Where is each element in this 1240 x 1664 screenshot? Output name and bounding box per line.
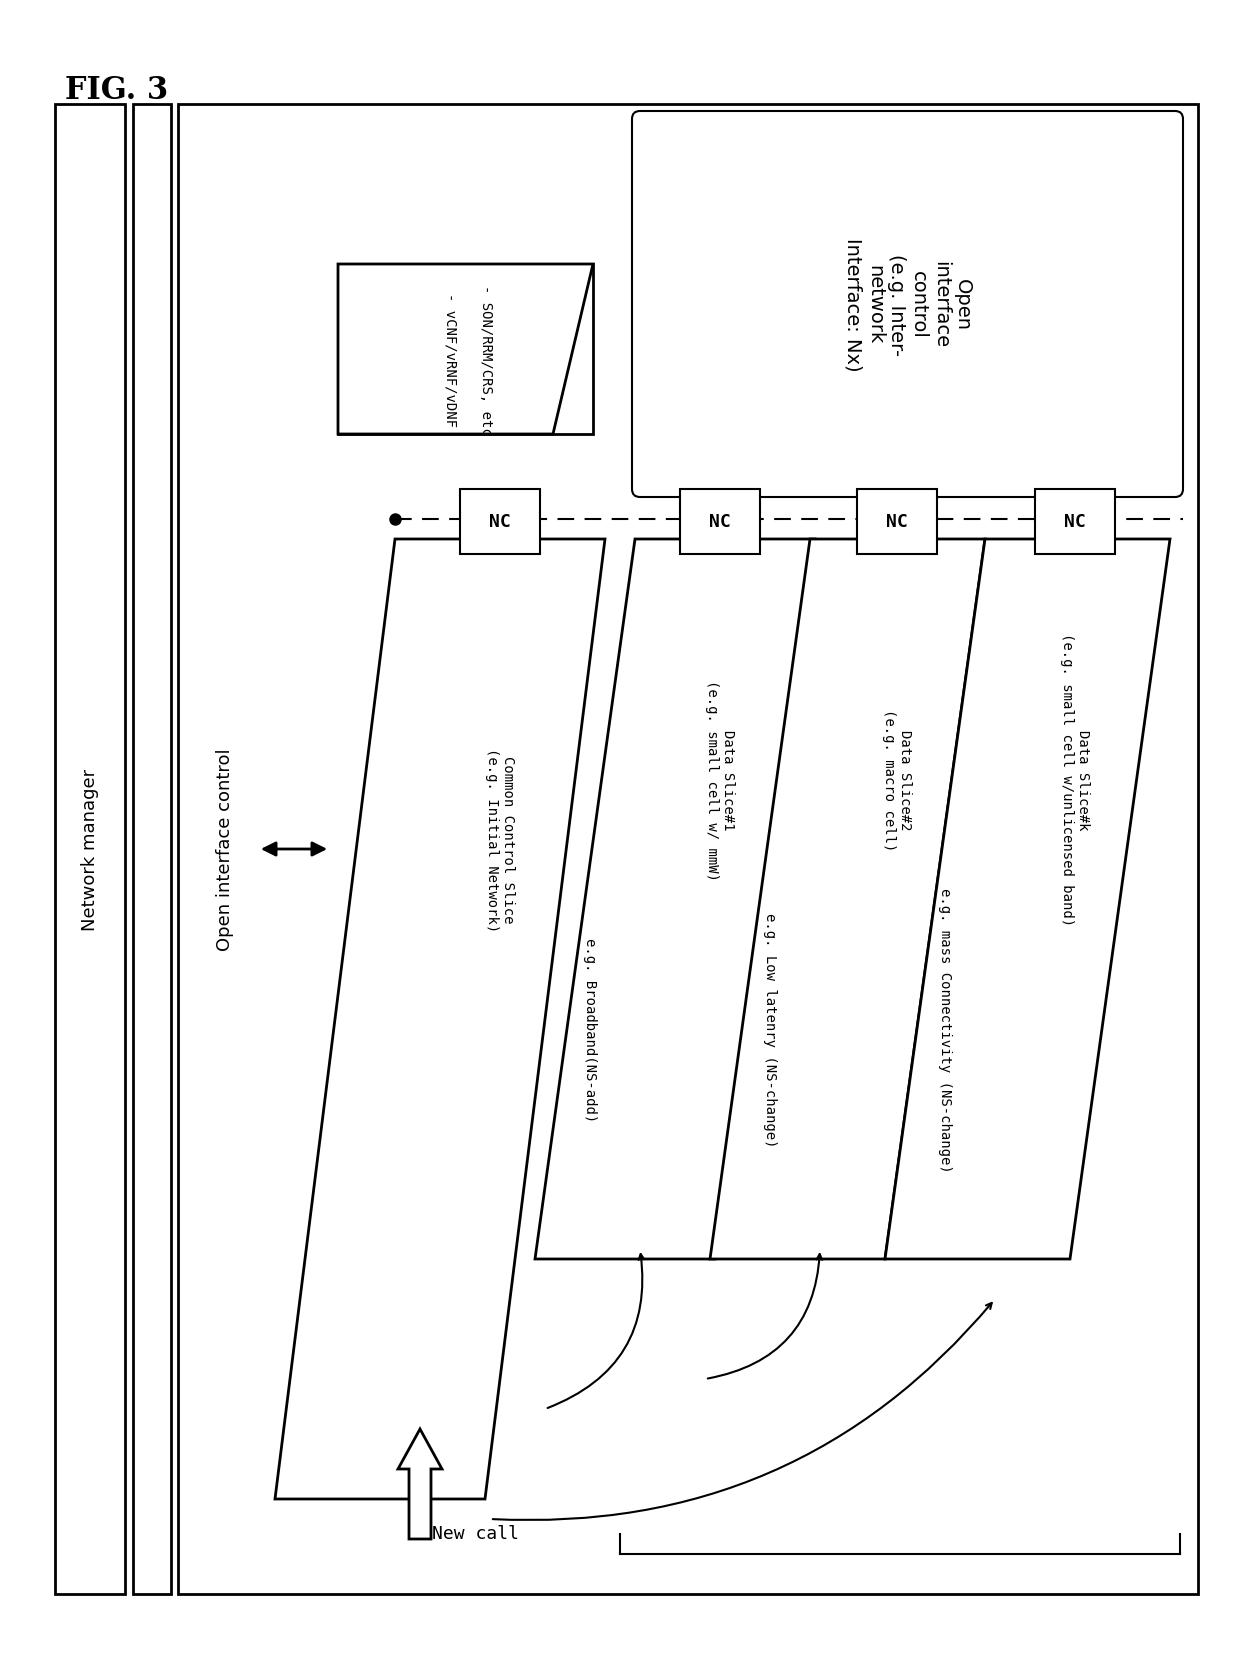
Polygon shape: [711, 539, 985, 1260]
Text: e.g. mass Connectivity (NS-change): e.g. mass Connectivity (NS-change): [937, 887, 952, 1171]
Text: Common Control Slice
(e.g. Initial Network): Common Control Slice (e.g. Initial Netwo…: [485, 747, 515, 932]
Polygon shape: [339, 265, 593, 434]
Polygon shape: [534, 539, 815, 1260]
Text: NC: NC: [489, 513, 511, 531]
Text: Data Slice#1
(e.g. small cell w/ mmW): Data Slice#1 (e.g. small cell w/ mmW): [704, 679, 735, 880]
Bar: [339, 265, 593, 434]
Text: Network manager: Network manager: [81, 769, 99, 930]
Text: FIG. 3: FIG. 3: [64, 75, 169, 106]
Text: e.g. Low latenry (NS-change): e.g. Low latenry (NS-change): [763, 912, 777, 1146]
FancyBboxPatch shape: [632, 111, 1183, 498]
Bar: [680, 489, 760, 554]
Polygon shape: [885, 539, 1171, 1260]
Bar: [460, 489, 539, 554]
Bar: [179, 105, 1198, 1594]
Text: NC: NC: [887, 513, 908, 531]
Text: New call: New call: [432, 1524, 520, 1543]
Polygon shape: [398, 1429, 441, 1539]
Bar: [133, 105, 171, 1594]
Polygon shape: [275, 539, 605, 1499]
Text: Open
interface
control
(e.g. Inter-
network
Interface: Nx): Open interface control (e.g. Inter- netw…: [843, 238, 972, 371]
Text: Data Slice#k
(e.g. small cell w/unlicensed band): Data Slice#k (e.g. small cell w/unlicens…: [1060, 632, 1090, 925]
Text: e.g. Broadband(NS-add): e.g. Broadband(NS-add): [583, 937, 596, 1122]
Text: Data Slice#2
(e.g. macro cell): Data Slice#2 (e.g. macro cell): [882, 709, 913, 850]
Bar: [55, 105, 125, 1594]
Text: NC: NC: [1064, 513, 1086, 531]
Text: - SON/RRM/CRS, etc: - SON/RRM/CRS, etc: [479, 285, 492, 434]
Text: - vCNF/vRNF/vDNF: - vCNF/vRNF/vDNF: [444, 293, 458, 426]
Bar: [1035, 489, 1115, 554]
Text: NC: NC: [709, 513, 730, 531]
Bar: [857, 489, 937, 554]
Text: Open interface control: Open interface control: [216, 749, 234, 950]
